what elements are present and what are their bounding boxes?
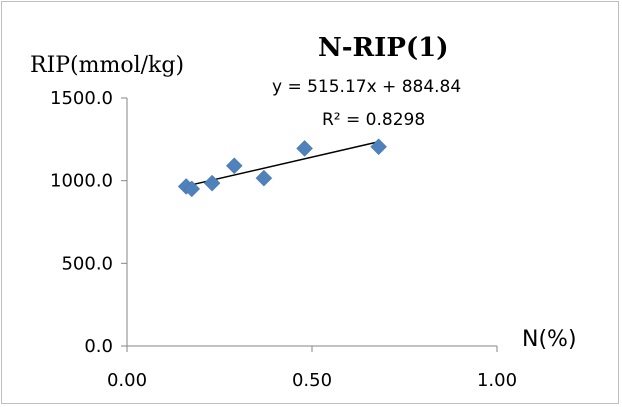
y-tick-label: 1000.0: [50, 171, 113, 192]
data-points: [177, 138, 387, 198]
x-axis-label: N(%): [522, 327, 577, 352]
y-axis-label: RIP(mmol/kg): [30, 53, 184, 78]
data-point: [296, 140, 313, 157]
data-point: [370, 138, 387, 156]
trendline-r-squared: R² = 0.8298: [322, 110, 425, 130]
trendline-group: [186, 141, 379, 187]
axes: 0.0 500.0 1000.0 1500.0 0.00 0.50 1.00: [50, 88, 517, 391]
data-point: [225, 157, 243, 175]
y-tick-label: 1500.0: [50, 88, 113, 109]
y-tick-label: 0.0: [84, 336, 113, 357]
data-point: [183, 180, 201, 198]
data-point: [203, 174, 221, 192]
trendline: [186, 141, 379, 187]
chart-title: N-RIP(1): [318, 33, 449, 63]
y-tick-label: 500.0: [61, 253, 113, 274]
x-tick-label: 0.00: [107, 370, 147, 391]
x-tick-label: 1.00: [477, 370, 517, 391]
data-point: [255, 169, 273, 187]
trendline-equation: y = 515.17x + 884.84: [272, 77, 461, 97]
x-tick-label: 0.50: [292, 370, 332, 391]
